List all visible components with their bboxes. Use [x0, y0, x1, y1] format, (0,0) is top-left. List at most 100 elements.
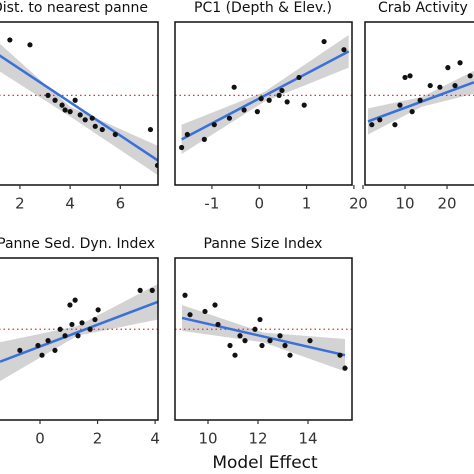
x-tick-label: 0 — [254, 195, 264, 213]
point — [35, 342, 41, 349]
point — [241, 107, 247, 113]
point — [92, 123, 98, 129]
point — [287, 352, 293, 358]
point — [397, 102, 403, 108]
panel-border — [174, 257, 353, 421]
point — [417, 97, 423, 103]
x-tick-label: 2 — [15, 195, 25, 213]
point — [341, 47, 347, 53]
point — [112, 131, 118, 138]
x-tick-label: -1 — [204, 195, 219, 213]
panel-title: Panne Size Index — [204, 236, 323, 252]
point — [284, 99, 290, 105]
x-tick-label: 1 — [302, 195, 312, 213]
point — [69, 321, 75, 328]
point — [427, 82, 433, 89]
x-tick-label: 4 — [65, 195, 75, 213]
point — [321, 38, 327, 45]
fit-line — [181, 50, 350, 141]
x-tick-label: 4 — [150, 430, 160, 448]
point — [57, 326, 63, 332]
point — [227, 342, 233, 349]
point — [407, 73, 413, 79]
point — [266, 97, 272, 103]
point — [212, 302, 218, 308]
point — [231, 84, 237, 90]
point — [75, 333, 81, 339]
point — [215, 321, 221, 328]
panel — [175, 35, 352, 155]
x-tick-label: 20 — [437, 195, 456, 213]
point — [99, 126, 105, 133]
x-tick-label: 12 — [248, 430, 267, 448]
panel — [0, 37, 158, 176]
point — [277, 333, 283, 339]
point — [226, 115, 233, 121]
point — [267, 338, 273, 344]
point — [182, 292, 188, 298]
confidence-band — [182, 304, 345, 372]
x-tick-label: 6 — [116, 195, 126, 213]
point — [62, 333, 68, 339]
confidence-band — [0, 43, 158, 176]
point — [82, 117, 88, 123]
point — [72, 97, 78, 103]
point — [452, 82, 458, 89]
panel-title: Dist. to nearest panne — [0, 0, 148, 16]
point — [95, 307, 101, 313]
x-tick-label: 2 — [93, 430, 103, 448]
point — [187, 312, 193, 318]
fit-line — [181, 316, 346, 357]
x-axis-label: Model Effect — [212, 453, 318, 473]
x-tick-label: 0 — [35, 430, 45, 448]
point — [301, 102, 307, 108]
point — [52, 97, 58, 103]
point — [276, 92, 282, 98]
panel-border — [0, 21, 159, 186]
point — [257, 316, 263, 323]
fit-line — [0, 54, 158, 162]
point — [79, 320, 85, 326]
point — [252, 326, 258, 332]
point — [369, 122, 375, 128]
point — [184, 131, 190, 138]
point — [45, 338, 51, 344]
x-tick-label: 2 — [349, 195, 359, 213]
point — [342, 365, 348, 371]
point — [154, 162, 158, 169]
point — [147, 126, 154, 133]
point — [17, 347, 23, 353]
point — [202, 308, 208, 315]
point — [377, 117, 383, 123]
point — [77, 112, 83, 118]
point — [237, 333, 243, 339]
point — [179, 144, 185, 151]
point — [89, 115, 95, 121]
point — [137, 287, 143, 293]
point — [402, 74, 408, 81]
point — [87, 326, 93, 332]
panel-border — [174, 21, 353, 186]
point — [62, 107, 68, 113]
point — [337, 352, 343, 358]
point — [45, 92, 51, 98]
point — [457, 60, 463, 66]
point — [258, 96, 264, 102]
point — [211, 122, 217, 128]
point — [232, 352, 238, 358]
point — [445, 65, 451, 71]
x-tick-label: 14 — [298, 430, 317, 448]
x-tick-label: 0 — [358, 195, 368, 213]
point — [149, 287, 155, 293]
point — [307, 338, 313, 344]
point — [279, 87, 285, 94]
point — [201, 136, 207, 142]
point — [282, 342, 288, 349]
point — [392, 122, 398, 128]
panel-border — [0, 257, 159, 421]
point — [39, 352, 45, 358]
point — [92, 316, 98, 323]
panel — [0, 283, 158, 382]
